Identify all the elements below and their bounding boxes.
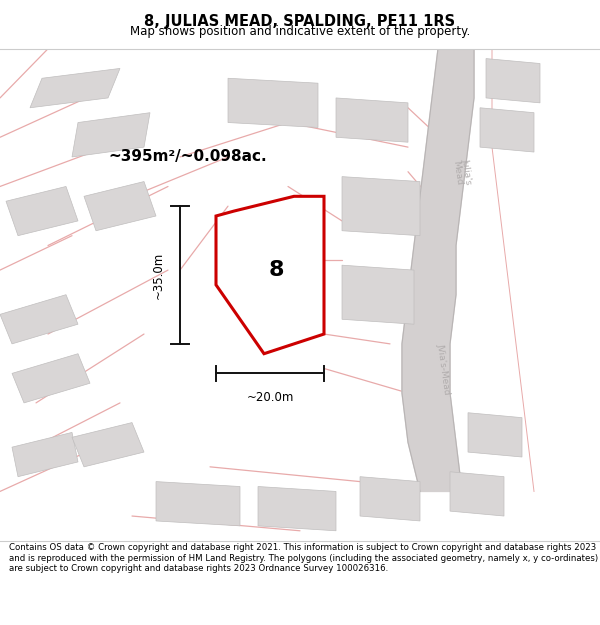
Polygon shape [480,107,534,152]
Polygon shape [30,68,120,108]
Polygon shape [342,265,414,324]
Polygon shape [336,98,408,142]
Polygon shape [258,486,336,531]
Polygon shape [360,477,420,521]
Polygon shape [72,422,144,467]
Polygon shape [84,181,156,231]
Polygon shape [12,432,78,477]
Polygon shape [228,78,318,128]
Polygon shape [156,482,240,526]
Text: 8, JULIAS MEAD, SPALDING, PE11 1RS: 8, JULIAS MEAD, SPALDING, PE11 1RS [145,14,455,29]
Text: ~20.0m: ~20.0m [247,391,293,404]
Polygon shape [6,186,78,236]
Polygon shape [72,112,150,157]
Polygon shape [0,294,78,344]
Polygon shape [450,472,504,516]
Text: JVia's-Mead: JVia's-Mead [436,342,452,394]
Text: 8: 8 [268,260,284,280]
Polygon shape [468,412,522,457]
Polygon shape [342,177,420,236]
Text: Contains OS data © Crown copyright and database right 2021. This information is : Contains OS data © Crown copyright and d… [9,543,598,573]
Text: ~395m²/~0.098ac.: ~395m²/~0.098ac. [108,149,266,164]
Polygon shape [486,59,540,103]
Text: Julia's
Mead: Julia's Mead [451,158,473,186]
Text: Map shows position and indicative extent of the property.: Map shows position and indicative extent… [130,25,470,38]
Text: ~35.0m: ~35.0m [152,251,165,299]
Polygon shape [216,196,324,354]
Polygon shape [12,354,90,403]
Polygon shape [402,49,474,491]
